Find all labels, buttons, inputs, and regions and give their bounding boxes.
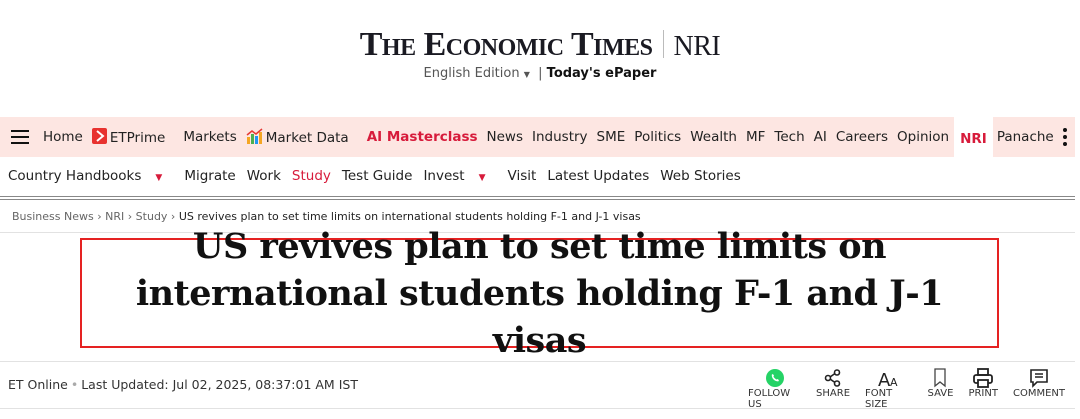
logo-text: The Economic Times	[359, 26, 653, 63]
byline: ET Online • Last Updated: Jul 02, 2025, 08…	[8, 377, 358, 392]
breadcrumb-study[interactable]: Study	[135, 210, 168, 223]
printer-icon	[973, 368, 994, 388]
logo-divider	[662, 30, 664, 58]
whatsapp-icon	[765, 369, 784, 387]
share-button[interactable]: SHARE	[816, 368, 850, 410]
caret-down-icon: ▼	[155, 173, 163, 183]
article-title: US revives plan to set time limits on in…	[80, 226, 999, 361]
nav-industry[interactable]: Industry	[532, 129, 588, 145]
comment-button[interactable]: COMMENT	[1013, 368, 1065, 410]
tool-label: SAVE	[927, 388, 954, 399]
nav-market-data[interactable]: Market Data	[246, 128, 358, 146]
nav-nri[interactable]: NRI	[954, 117, 993, 157]
svg-text:A: A	[878, 370, 891, 388]
author[interactable]: ET Online	[8, 377, 68, 392]
tool-label: FOLLOW US	[748, 388, 791, 410]
divider	[0, 408, 1075, 409]
breadcrumb-current: US revives plan to set time limits on in…	[178, 210, 641, 223]
svg-text:A: A	[890, 376, 898, 388]
nav-ai[interactable]: AI	[813, 129, 827, 145]
share-icon	[824, 369, 841, 387]
epaper-link[interactable]: Today's ePaper	[546, 66, 657, 81]
nav-politics[interactable]: Politics	[634, 129, 682, 145]
last-updated: Last Updated: Jul 02, 2025, 08:37:01 AM …	[81, 377, 358, 392]
print-button[interactable]: PRINT	[968, 368, 998, 410]
site-logo[interactable]: The Economic Times NRI	[0, 26, 1080, 64]
font-size-button[interactable]: A A FONT SIZE	[865, 368, 913, 410]
edition-select[interactable]: English Edition	[423, 66, 520, 81]
nav-tech[interactable]: Tech	[774, 129, 805, 145]
nav-divider	[0, 196, 1075, 200]
subnav-study[interactable]: Study	[291, 168, 331, 184]
section-name: NRI	[673, 31, 721, 62]
divider	[0, 361, 1075, 362]
nav-mf[interactable]: MF	[745, 129, 766, 145]
nav-etprime[interactable]: ETPrime	[91, 128, 174, 146]
comment-icon	[1030, 369, 1048, 388]
tool-label: PRINT	[968, 388, 998, 399]
edition-bar: English Edition ▼ | Today's ePaper	[423, 66, 657, 81]
subnav-latest-updates[interactable]: Latest Updates	[547, 168, 650, 184]
subnav-label: Invest	[423, 168, 465, 184]
chevron-down-icon: ▼	[523, 70, 530, 79]
subnav-web-stories[interactable]: Web Stories	[660, 168, 741, 184]
main-nav: Home ETPrime Markets Market Data AI Mast…	[0, 117, 1075, 157]
nav-sme[interactable]: SME	[596, 129, 626, 145]
bookmark-icon	[934, 368, 947, 388]
breadcrumb-nri[interactable]: NRI	[105, 210, 125, 223]
hamburger-menu-icon[interactable]	[11, 130, 29, 144]
nav-ai-masterclass[interactable]: AI Masterclass	[366, 129, 478, 145]
nav-news[interactable]: News	[486, 129, 524, 145]
subnav-label: Country Handbooks	[8, 168, 142, 184]
etprime-icon	[91, 128, 107, 144]
nav-panache[interactable]: Panache	[996, 129, 1054, 145]
nav-opinion[interactable]: Opinion	[897, 129, 950, 145]
follow-us-button[interactable]: FOLLOW US	[748, 368, 801, 410]
nav-careers[interactable]: Careers	[835, 129, 889, 145]
breadcrumb: Business News › NRI › Study › US revives…	[12, 210, 641, 223]
subnav-country-handbooks[interactable]: Country Handbooks ▼	[8, 168, 173, 184]
tool-label: COMMENT	[1012, 388, 1065, 399]
tool-label: SHARE	[816, 388, 851, 399]
sub-nav: Country Handbooks ▼ Migrate Work Study Te…	[8, 168, 752, 184]
subnav-invest[interactable]: Invest ▼	[423, 168, 496, 184]
subnav-test-guide[interactable]: Test Guide	[341, 168, 413, 184]
breadcrumb-business-news[interactable]: Business News	[12, 210, 94, 223]
chart-icon	[246, 128, 263, 144]
subnav-work[interactable]: Work	[246, 168, 281, 184]
more-menu-icon[interactable]	[1062, 128, 1067, 146]
nav-markets[interactable]: Markets	[183, 129, 237, 145]
save-button[interactable]: SAVE	[927, 368, 954, 410]
nav-etprime-label: ETPrime	[109, 130, 166, 146]
caret-down-icon: ▼	[478, 173, 486, 183]
nav-home[interactable]: Home	[43, 129, 83, 145]
divider	[0, 232, 1075, 233]
article-toolbar: FOLLOW US SHARE A A FONT SIZE SAVE PRINT C…	[748, 368, 1080, 410]
subnav-migrate[interactable]: Migrate	[184, 168, 236, 184]
nav-wealth[interactable]: Wealth	[690, 129, 737, 145]
subnav-visit[interactable]: Visit	[507, 168, 537, 184]
tool-label: FONT SIZE	[865, 388, 893, 410]
nav-market-data-label: Market Data	[265, 130, 349, 146]
